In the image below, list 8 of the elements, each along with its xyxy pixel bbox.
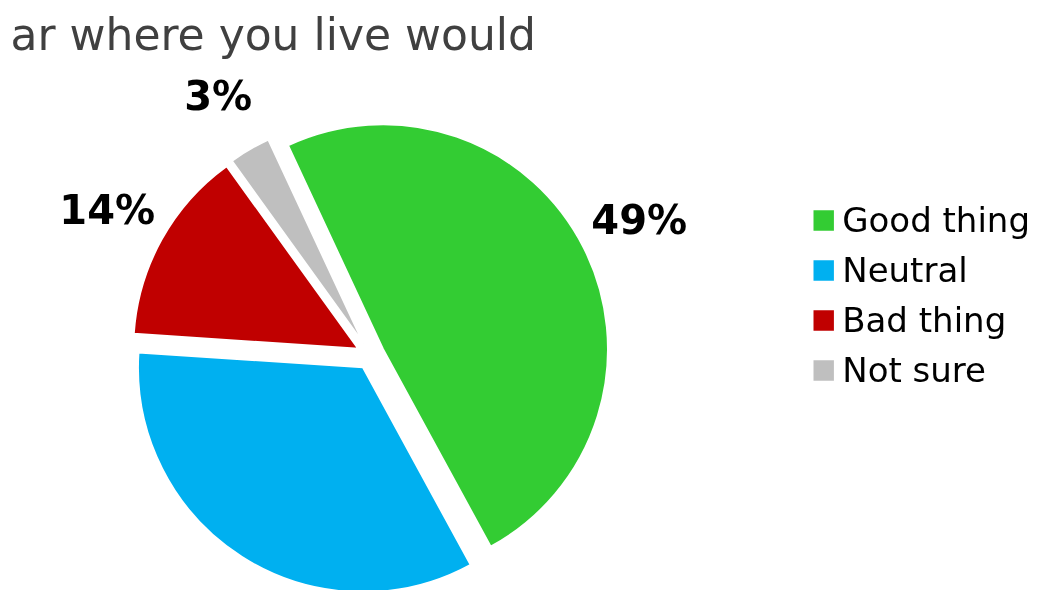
chart-title: ar where you live would xyxy=(10,8,536,60)
legend-label: Neutral xyxy=(842,250,968,290)
data-label: 49% xyxy=(591,196,688,243)
data-label: 14% xyxy=(59,186,156,233)
legend-label: Bad thing xyxy=(842,300,1007,340)
legend-label: Not sure xyxy=(842,350,986,390)
legend-label: Good thing xyxy=(842,200,1030,240)
data-label: 3% xyxy=(184,72,253,119)
